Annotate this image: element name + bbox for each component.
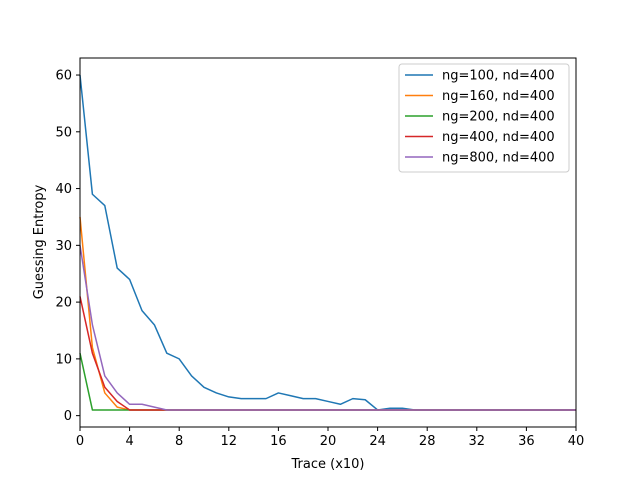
x-axis-ticks: 0 4 8 12 16 20 24 28 32 36 40 — [76, 427, 584, 449]
x-tick-label: 16 — [270, 434, 287, 449]
y-tick-label: 20 — [55, 296, 72, 311]
legend-label: ng=800, nd=400 — [442, 151, 555, 166]
y-axis-ticks: 0 10 20 30 40 50 60 — [55, 69, 80, 424]
series-lines — [79, 74, 576, 411]
x-tick-label: 40 — [568, 434, 585, 449]
legend-box — [398, 63, 570, 173]
y-tick-label: 10 — [55, 352, 72, 367]
y-tick-label: 40 — [55, 182, 72, 197]
x-tick-label: 20 — [320, 434, 337, 449]
legend-label: ng=160, nd=400 — [442, 89, 555, 104]
legend-label: ng=200, nd=400 — [442, 110, 555, 125]
x-tick-label: 4 — [125, 434, 133, 449]
y-tick-label: 60 — [55, 69, 72, 84]
y-tick-label: 50 — [55, 125, 72, 140]
x-tick-label: 12 — [221, 434, 238, 449]
x-tick-label: 36 — [518, 434, 535, 449]
legend-label: ng=400, nd=400 — [442, 130, 555, 145]
x-tick-label: 28 — [419, 434, 436, 449]
x-tick-label: 0 — [76, 434, 84, 449]
x-tick-label: 24 — [369, 434, 386, 449]
y-tick-label: 30 — [55, 239, 72, 254]
y-tick-label: 0 — [64, 409, 72, 424]
series-line-5 — [79, 245, 576, 411]
x-tick-label: 32 — [469, 434, 486, 449]
legend: ng=100, nd=400 ng=160, nd=400 ng=200, nd=4… — [398, 63, 570, 173]
x-tick-label: 8 — [175, 434, 183, 449]
x-axis-label: Trace (x10) — [291, 457, 365, 472]
legend-label: ng=100, nd=400 — [442, 69, 555, 84]
y-axis-label: Guessing Entropy — [32, 184, 47, 299]
